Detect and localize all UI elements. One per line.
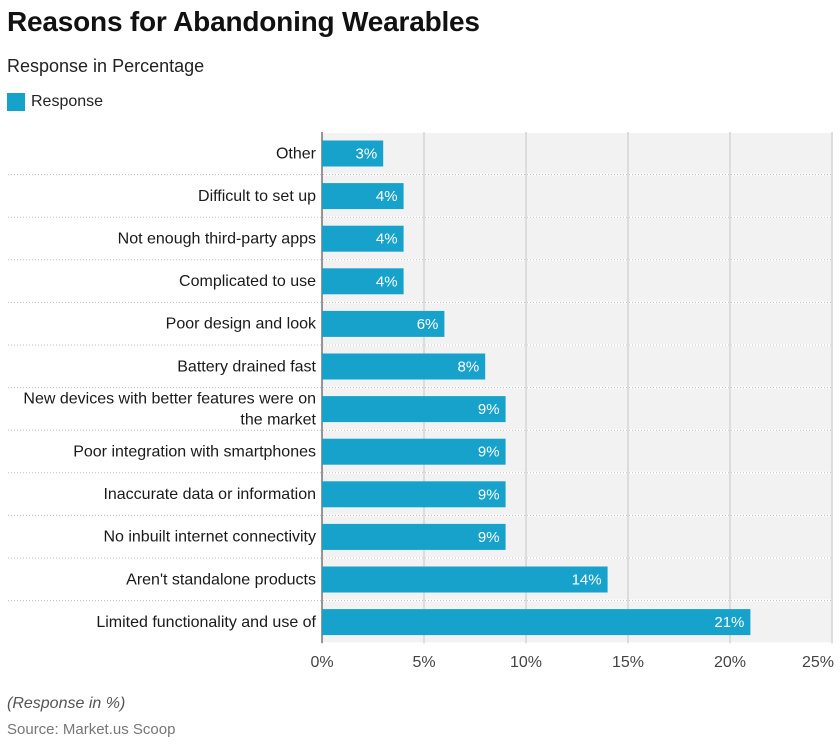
- category-label: Poor integration with smartphones: [73, 444, 316, 461]
- row-band: [322, 133, 832, 174]
- category-label: Other: [276, 145, 317, 162]
- bar-value-label: 4%: [376, 188, 398, 205]
- chart-title: Reasons for Abandoning Wearables: [7, 6, 480, 37]
- bar: [322, 609, 751, 636]
- category-label: Poor design and look: [166, 316, 317, 333]
- category-label: Inaccurate data or information: [103, 486, 316, 503]
- x-tick-label: 5%: [412, 654, 435, 671]
- bar-value-label: 8%: [458, 359, 480, 376]
- category-label: New devices with better features were on: [23, 390, 316, 407]
- bar: [322, 225, 404, 252]
- row-band: [322, 175, 832, 217]
- x-tick-label: 15%: [612, 654, 644, 671]
- category-label: No inbuilt internet connectivity: [103, 529, 316, 546]
- bar: [322, 183, 404, 210]
- bar-value-label: 3%: [356, 146, 378, 163]
- bar: [322, 481, 506, 508]
- category-label: Limited functionality and use of: [96, 614, 316, 631]
- bar-value-label: 4%: [376, 231, 398, 248]
- category-label: Aren't standalone products: [126, 571, 316, 588]
- bar-value-label: 9%: [478, 529, 500, 546]
- legend: Response: [7, 93, 103, 111]
- bar-value-label: 6%: [417, 316, 439, 333]
- category-label: Difficult to set up: [198, 188, 316, 205]
- bar: [322, 268, 404, 295]
- bar-value-label: 9%: [478, 444, 500, 461]
- bar-value-label: 9%: [478, 401, 500, 418]
- bar-value-label: 21%: [714, 614, 744, 631]
- legend-swatch: [7, 93, 25, 111]
- category-label: Complicated to use: [179, 273, 316, 290]
- footnote: (Response in %): [7, 695, 126, 712]
- bar: [322, 438, 506, 465]
- row-band: [322, 260, 832, 302]
- bar: [322, 140, 384, 167]
- x-tick-label: 0%: [310, 654, 333, 671]
- bar: [322, 310, 445, 337]
- chart-subtitle: Response in Percentage: [7, 56, 205, 76]
- x-tick-label: 25%: [802, 654, 834, 671]
- bar-chart: 3% Other 4% Difficult to set up 4% Not enough…: [8, 132, 834, 671]
- bar: [322, 396, 506, 423]
- bar-value-label: 4%: [376, 273, 398, 290]
- bar-value-label: 14%: [572, 572, 602, 589]
- category-label: the market: [240, 411, 316, 428]
- row-band: [322, 218, 832, 259]
- source-text: Source: Market.us Scoop: [7, 721, 176, 738]
- category-label: Battery drained fast: [177, 358, 316, 375]
- x-tick-label: 20%: [714, 654, 746, 671]
- legend-label: Response: [31, 93, 104, 110]
- bar: [322, 566, 608, 593]
- bar: [322, 353, 486, 380]
- bar-value-label: 9%: [478, 486, 500, 503]
- x-tick-label: 10%: [510, 654, 542, 671]
- category-label: Not enough third-party apps: [118, 231, 316, 248]
- bar: [322, 523, 506, 550]
